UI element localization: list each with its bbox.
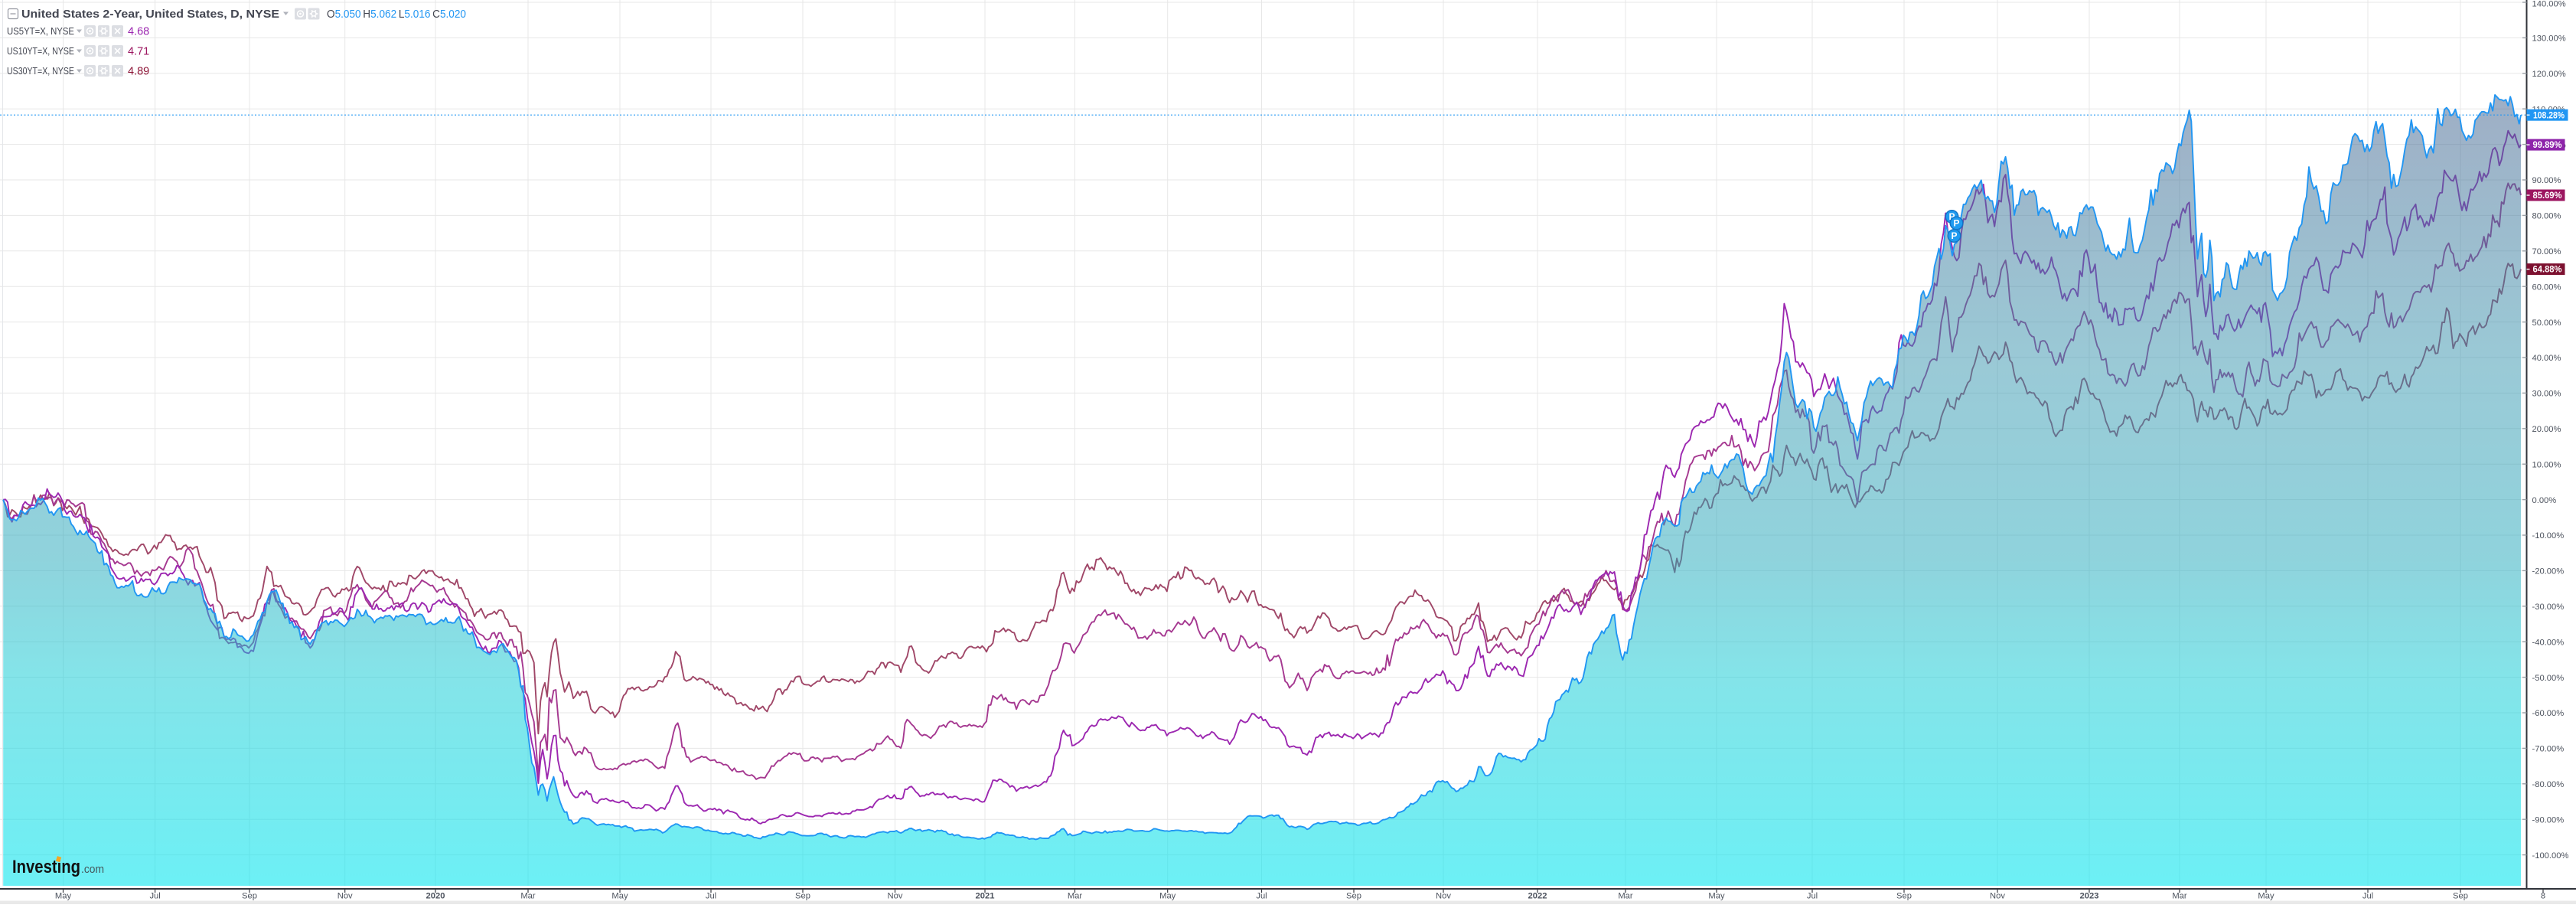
svg-text:P: P [1953, 218, 1959, 229]
svg-text:64.88%: 64.88% [2533, 266, 2562, 275]
svg-text:US10YT=X, NYSE: US10YT=X, NYSE [7, 45, 74, 57]
svg-text:40.00%: 40.00% [2532, 354, 2561, 363]
svg-text:80.00%: 80.00% [2532, 212, 2561, 221]
svg-text:Sep: Sep [1346, 892, 1361, 901]
svg-text:2023: 2023 [2080, 892, 2099, 901]
svg-text:-10.00%: -10.00% [2532, 531, 2565, 541]
svg-text:8: 8 [2541, 892, 2545, 901]
svg-text:Nov: Nov [1990, 892, 2005, 901]
svg-text:4.71: 4.71 [128, 46, 149, 58]
svg-text:-20.00%: -20.00% [2532, 567, 2565, 576]
svg-text:2022: 2022 [1528, 892, 1547, 901]
svg-text:Mar: Mar [2172, 892, 2187, 901]
svg-text:Jul: Jul [706, 892, 716, 901]
svg-text:Jul: Jul [1807, 892, 1818, 901]
svg-text:-70.00%: -70.00% [2532, 745, 2565, 754]
svg-text:-90.00%: -90.00% [2532, 815, 2565, 825]
svg-text:US5YT=X, NYSE: US5YT=X, NYSE [7, 25, 74, 37]
svg-text:-80.00%: -80.00% [2532, 780, 2565, 789]
svg-text:-60.00%: -60.00% [2532, 709, 2565, 718]
svg-text:P: P [1951, 230, 1957, 241]
svg-text:20.00%: 20.00% [2532, 425, 2561, 434]
svg-text:90.00%: 90.00% [2532, 176, 2561, 185]
svg-text:30.00%: 30.00% [2532, 390, 2561, 399]
svg-text:-100.00%: -100.00% [2532, 851, 2569, 861]
svg-text:10.00%: 10.00% [2532, 460, 2561, 469]
svg-text:108.28%: 108.28% [2533, 111, 2565, 120]
svg-text:Sep: Sep [2453, 892, 2468, 901]
svg-text:Jul: Jul [149, 892, 160, 901]
svg-text:120.00%: 120.00% [2532, 70, 2566, 79]
svg-text:Mar: Mar [1618, 892, 1633, 901]
svg-text:Mar: Mar [1068, 892, 1083, 901]
svg-text:Jul: Jul [2362, 892, 2373, 901]
svg-text:140.00%: 140.00% [2532, 0, 2566, 9]
svg-text:99.89%: 99.89% [2533, 141, 2562, 150]
svg-text:Jul: Jul [1256, 892, 1267, 901]
svg-text:May: May [2258, 892, 2274, 901]
svg-text:-40.00%: -40.00% [2532, 638, 2565, 647]
svg-text:O5.050 H5.062 L5.016 C5.020: O5.050 H5.062 L5.016 C5.020 [327, 8, 466, 21]
svg-text:-50.00%: -50.00% [2532, 674, 2565, 683]
svg-text:Nov: Nov [337, 892, 353, 901]
svg-text:Sep: Sep [242, 892, 257, 901]
svg-text:4.68: 4.68 [128, 26, 149, 38]
svg-text:Mar: Mar [520, 892, 536, 901]
svg-text:May: May [1708, 892, 1725, 901]
svg-text:May: May [611, 892, 628, 901]
svg-text:70.00%: 70.00% [2532, 247, 2561, 256]
svg-text:US30YT=X, NYSE: US30YT=X, NYSE [7, 65, 74, 77]
svg-text:2020: 2020 [426, 892, 445, 901]
svg-text:P: P [1948, 211, 1955, 222]
svg-text:Sep: Sep [1896, 892, 1912, 901]
svg-text:Sep: Sep [795, 892, 810, 901]
svg-text:2021: 2021 [976, 892, 995, 901]
svg-text:4.89: 4.89 [128, 66, 149, 78]
svg-text:50.00%: 50.00% [2532, 318, 2561, 328]
svg-text:Nov: Nov [1436, 892, 1451, 901]
svg-text:0.00%: 0.00% [2532, 496, 2557, 505]
svg-text:Investing: Investing [12, 857, 80, 877]
svg-text:60.00%: 60.00% [2532, 283, 2561, 292]
svg-text:.com: .com [81, 863, 104, 876]
svg-text:Nov: Nov [888, 892, 903, 901]
svg-text:130.00%: 130.00% [2532, 34, 2566, 44]
svg-text:-30.00%: -30.00% [2532, 603, 2565, 612]
svg-text:85.69%: 85.69% [2533, 191, 2562, 201]
svg-text:May: May [55, 892, 72, 901]
svg-text:May: May [1159, 892, 1176, 901]
svg-text:United States 2-Year, United S: United States 2-Year, United States, D, … [21, 8, 279, 21]
